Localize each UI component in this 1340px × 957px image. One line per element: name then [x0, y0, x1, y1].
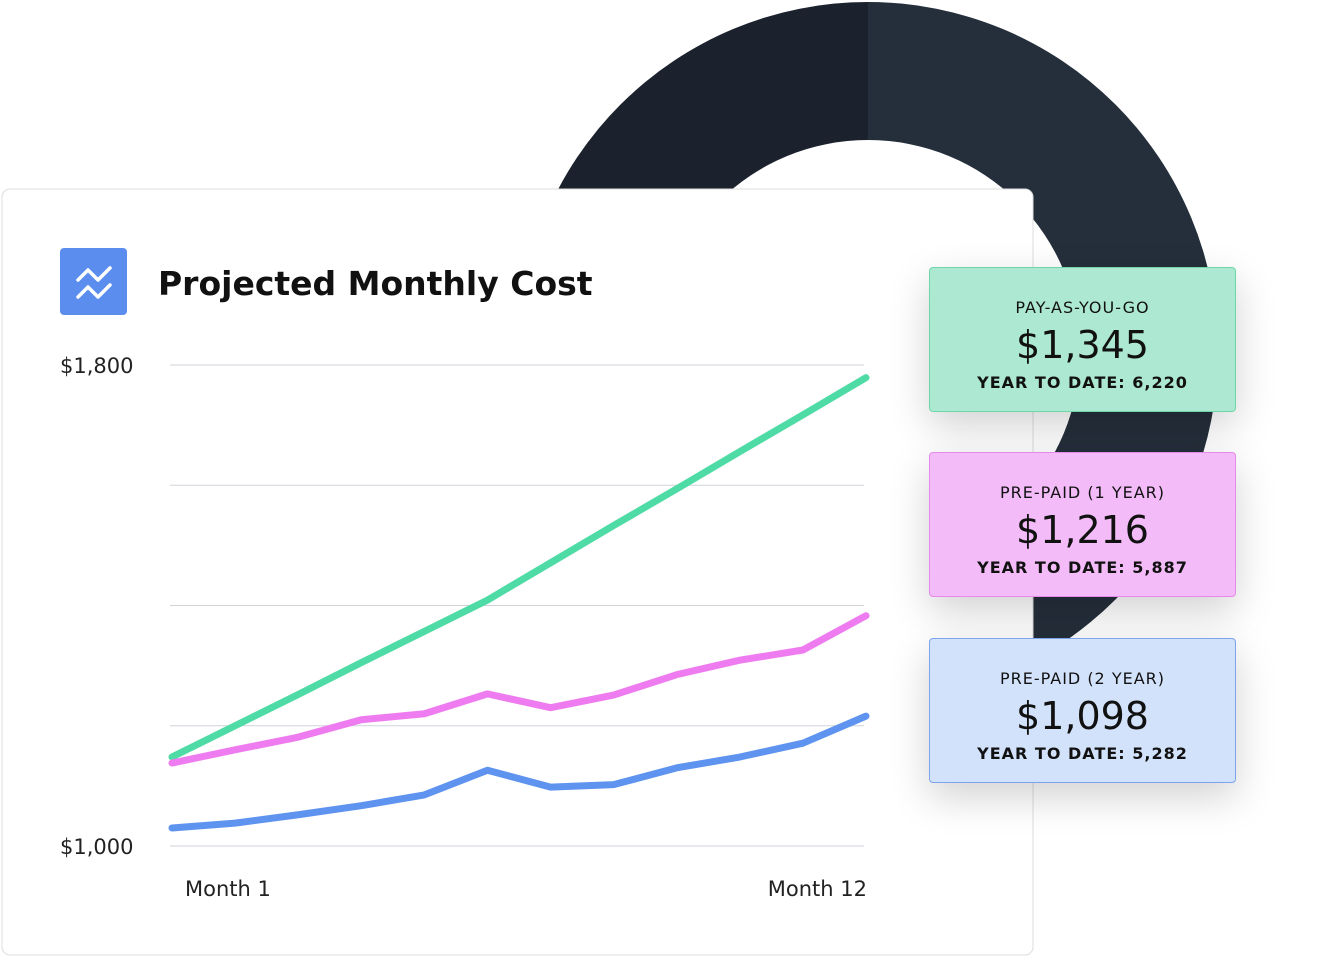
- card-price: $1,345: [1016, 323, 1149, 367]
- card-ytd: YEAR TO DATE: 5,887: [977, 558, 1188, 577]
- y-tick-label: $1,800: [60, 354, 133, 378]
- y-tick-label: $1,000: [60, 835, 133, 859]
- panel: [1, 188, 1034, 956]
- card-ytd: YEAR TO DATE: 6,220: [977, 373, 1188, 392]
- x-tick-label: Month 12: [768, 877, 867, 901]
- icon-glyph: [76, 266, 112, 299]
- card-title: PRE-PAID (2 YEAR): [999, 669, 1166, 688]
- card-title: PAY-AS-YOU-GO: [1015, 298, 1150, 317]
- chart-title: Projected Monthly Cost: [158, 264, 593, 303]
- price-card: PRE-PAID (2 YEAR) $1,098 YEAR TO DATE: 5,2…: [929, 638, 1236, 783]
- price-card: PAY-AS-YOU-GO $1,345 YEAR TO DATE: 6,220: [929, 267, 1236, 412]
- x-tick-label: Month 1: [185, 877, 271, 901]
- card-price: $1,098: [1016, 694, 1149, 738]
- series-line: [168, 612, 870, 767]
- icon: [60, 248, 127, 315]
- card-ytd: YEAR TO DATE: 5,282: [977, 744, 1188, 763]
- card-title: PRE-PAID (1 YEAR): [999, 483, 1166, 502]
- card-price: $1,216: [1016, 508, 1149, 552]
- price-card: PRE-PAID (1 YEAR) $1,216 YEAR TO DATE: 5,8…: [929, 452, 1236, 597]
- series-line: [168, 712, 870, 832]
- series-line: [168, 374, 870, 761]
